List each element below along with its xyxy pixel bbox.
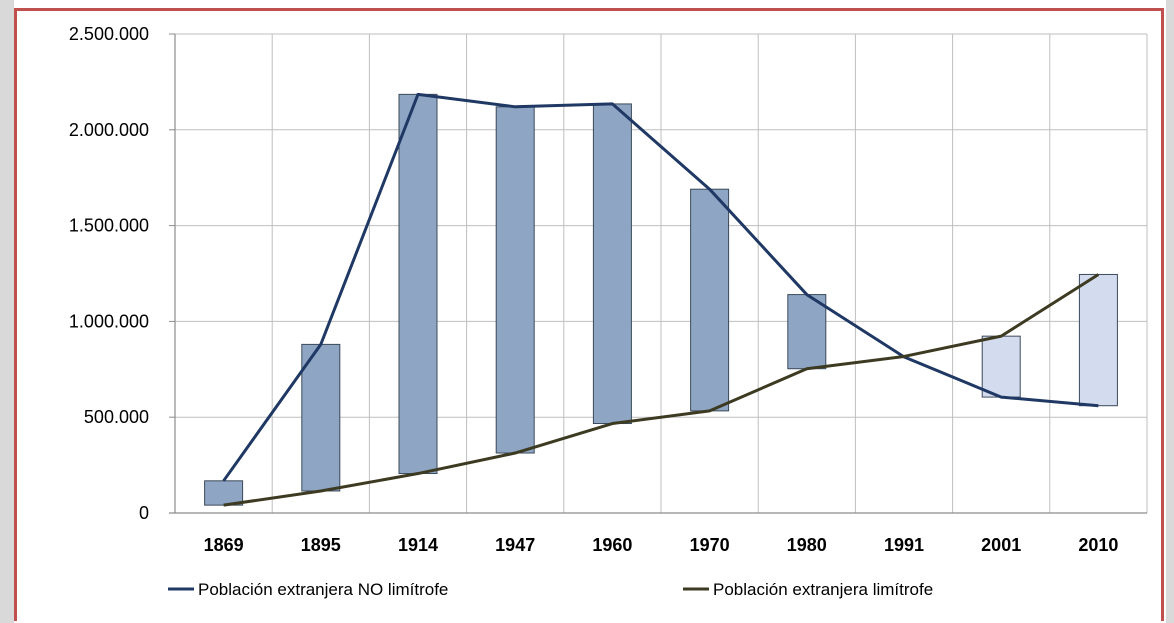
x-tick-label: 1914 <box>398 535 438 555</box>
bar-1970 <box>690 188 730 412</box>
gridlines <box>169 33 1148 514</box>
x-tick-label: 2001 <box>981 535 1021 555</box>
bar-2001 <box>981 335 1021 398</box>
x-tick-label: 1947 <box>495 535 535 555</box>
bar-1960 <box>592 103 632 425</box>
legend-label-no-limitrofe: Población extranjera NO limítrofe <box>198 580 448 599</box>
x-tick-label: 2010 <box>1078 535 1118 555</box>
bar-1947 <box>495 106 535 454</box>
y-tick-label: 500.000 <box>84 407 149 427</box>
series-line-limitrofe <box>223 273 1100 507</box>
chart-border <box>14 8 1164 621</box>
y-tick-label: 1.000.000 <box>69 311 149 331</box>
bar-1980 <box>787 294 827 370</box>
y-tick-label: 2.000.000 <box>69 120 149 140</box>
x-tick-label: 1895 <box>301 535 341 555</box>
series-line-no-limitrofe <box>222 92 1099 482</box>
bar-1895 <box>301 343 341 492</box>
x-tick-label: 1869 <box>204 535 244 555</box>
y-tick-label: 2.500.000 <box>69 24 149 44</box>
x-tick-label: 1980 <box>787 535 827 555</box>
right-margin <box>1166 0 1174 623</box>
legend: Población extranjera NO limítrofe Poblac… <box>168 580 933 599</box>
x-tick-label: 1970 <box>690 535 730 555</box>
bar-1914 <box>398 93 438 475</box>
y-tick-label: 1.500.000 <box>69 216 149 236</box>
series-lines <box>222 92 1100 507</box>
legend-label-limitrofe: Población extranjera limítrofe <box>713 580 933 599</box>
bar-2010 <box>1078 273 1118 407</box>
x-tick-label: 1960 <box>592 535 632 555</box>
left-margin <box>0 0 14 623</box>
x-axis: 1869 1895 1914 1947 1960 1970 1980 1991 2001 2010 <box>204 535 1119 555</box>
y-tick-label: 0 <box>139 503 149 523</box>
y-axis: 0 500.000 1.000.000 1.500.000 2.000.000 2.500… <box>69 24 175 523</box>
bar-1869 <box>204 480 244 506</box>
x-tick-label: 1991 <box>884 535 924 555</box>
